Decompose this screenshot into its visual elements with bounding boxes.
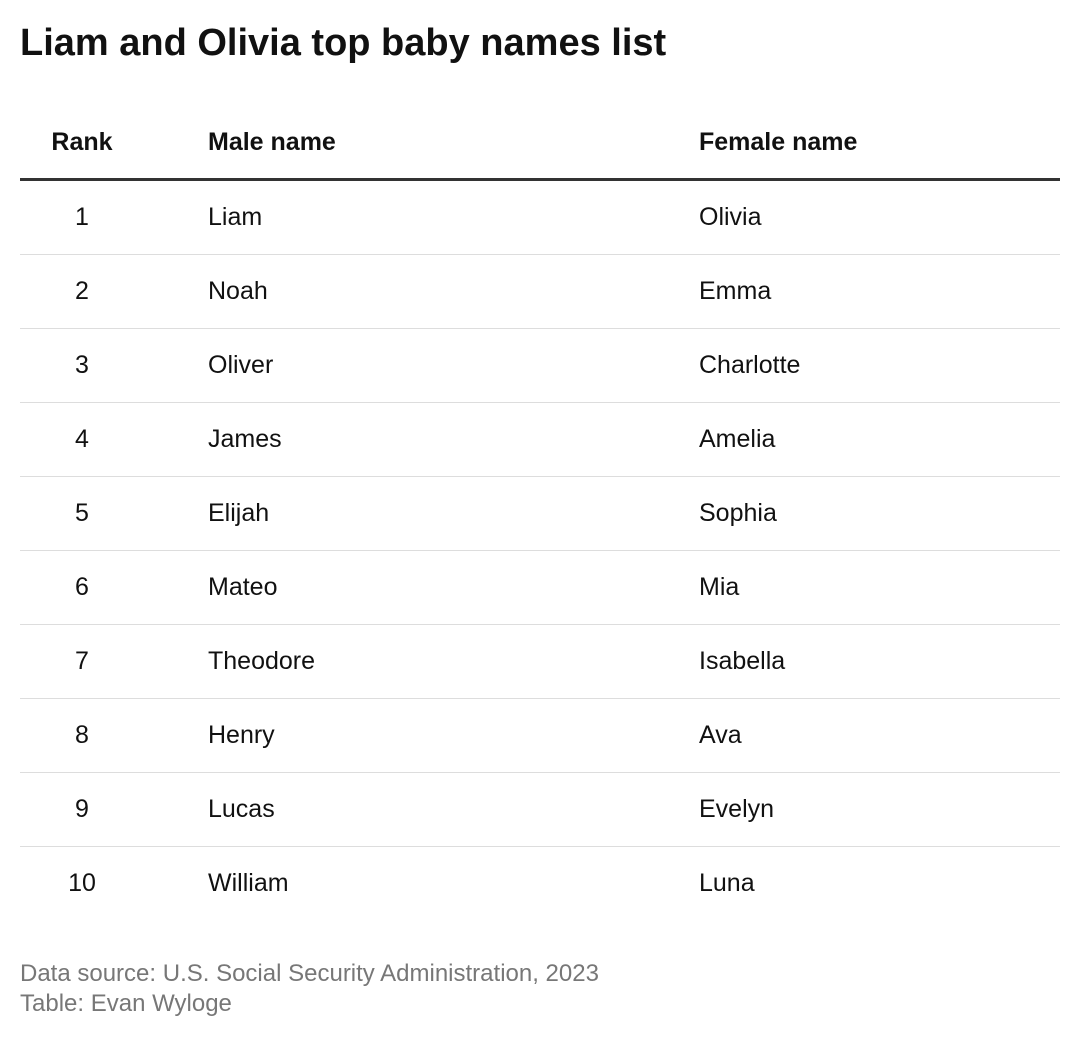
table-cell: 10	[68, 869, 96, 897]
table-cell: Mateo	[208, 550, 699, 625]
table-row: 5 Elijah Sophia	[20, 476, 1060, 551]
table-cell: 1	[20, 179, 208, 255]
table-cell: Charlotte	[699, 328, 1060, 403]
table-cell: 5	[20, 476, 208, 551]
table-cell: 9	[20, 772, 208, 847]
table-row: 8 Henry Ava	[20, 698, 1060, 773]
table-row: 10 William Luna	[20, 847, 1060, 921]
table-cell: Evelyn	[699, 772, 1060, 847]
table-cell: 7	[20, 624, 208, 699]
table-row: 2 Noah Emma	[20, 254, 1060, 329]
table-cell: William	[208, 869, 289, 897]
table-cell: Isabella	[699, 624, 1060, 699]
table-cell: 4	[20, 402, 208, 477]
table-row: 4 James Amelia	[20, 402, 1060, 477]
table-cell: Lucas	[208, 772, 699, 847]
table-cell: Ava	[699, 698, 1060, 773]
title: Liam and Olivia top baby names list	[20, 22, 667, 64]
header-row: Rank Male name Female name	[20, 106, 1060, 181]
column-header: Rank	[20, 106, 208, 181]
table-cell: 8	[20, 698, 208, 773]
table-cell: 6	[20, 550, 208, 625]
credit: Table: Evan Wyloge	[20, 990, 232, 1017]
table-cell: Luna	[699, 869, 755, 897]
table-cell: Theodore	[208, 624, 699, 699]
table-cell: 2	[20, 254, 208, 329]
table-cell: James	[208, 402, 699, 477]
table-cell: Oliver	[208, 328, 699, 403]
table-cell: Liam	[208, 179, 699, 255]
table-cell: 3	[20, 328, 208, 403]
table-cell: Amelia	[699, 402, 1060, 477]
table-body: 1 Liam Olivia 2 Noah Emma 3 Oliver Charlotte 4 Jam…	[20, 179, 1060, 921]
table-cell: Olivia	[699, 179, 1060, 255]
table-row: 9 Lucas Evelyn	[20, 772, 1060, 847]
table-cell: Noah	[208, 254, 699, 329]
table-cell: Sophia	[699, 476, 1060, 551]
table-row: 7 Theodore Isabella	[20, 624, 1060, 699]
source: Data source: U.S. Social Security Admini…	[20, 960, 599, 987]
table-cell: Henry	[208, 698, 699, 773]
table-row: 6 Mateo Mia	[20, 550, 1060, 625]
column-header: Male name	[208, 106, 699, 181]
names-table: Rank Male name Female name 1 Liam Olivia 2 Noa…	[20, 106, 1060, 920]
table-cell: Emma	[699, 254, 1060, 329]
table-row: 1 Liam Olivia	[20, 179, 1060, 255]
table-row: 3 Oliver Charlotte	[20, 328, 1060, 403]
column-header: Female name	[699, 106, 1060, 181]
table-cell: Mia	[699, 550, 1060, 625]
table-cell: Elijah	[208, 476, 699, 551]
